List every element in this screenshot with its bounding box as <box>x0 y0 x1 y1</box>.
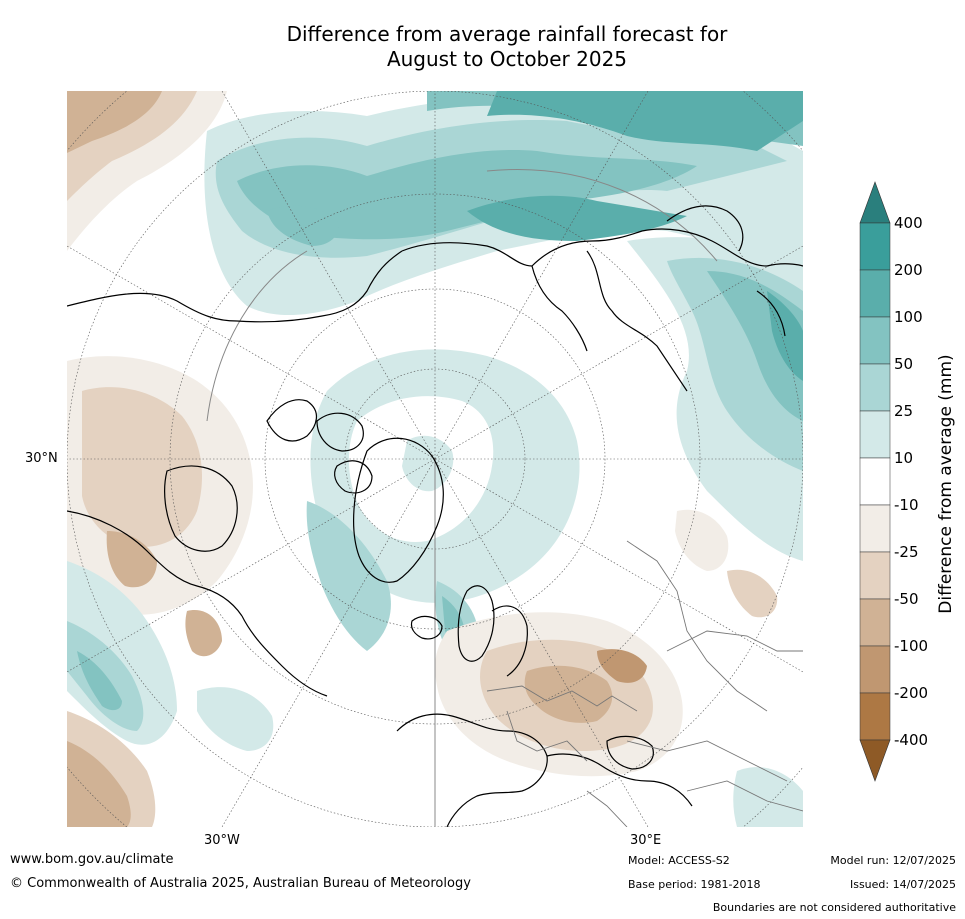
colorbar-tick-200: 200 <box>894 261 923 279</box>
colorbar-tick-10: 10 <box>894 449 914 467</box>
anomaly-shading <box>67 91 803 827</box>
country-borders <box>486 540 803 827</box>
colorbar-bin-m100-m200 <box>859 645 891 694</box>
colorbar <box>859 181 891 782</box>
colorbar-tick-m25: -25 <box>894 543 919 561</box>
rainfall-map <box>67 91 803 827</box>
title-line-2: August to October 2025 <box>386 47 628 71</box>
colorbar-upper-extend <box>859 181 891 224</box>
meridians <box>206 168 718 827</box>
colorbar-tick-50: 50 <box>894 355 914 373</box>
model-text: Model: ACCESS-S2 <box>628 854 730 867</box>
colorbar-tick-m400: -400 <box>894 731 929 749</box>
colorbar-tick-100: 100 <box>894 308 923 326</box>
colorbar-bin-m25-m50 <box>859 551 891 600</box>
website-link[interactable]: www.bom.gov.au/climate <box>10 852 174 867</box>
colorbar-lower-extend <box>859 739 891 782</box>
colorbar-bin-m10-m25 <box>859 504 891 553</box>
colorbar-tick-m200: -200 <box>894 684 929 702</box>
colorbar-tick-m10: -10 <box>894 496 919 514</box>
lon-label-30w: 30°W <box>204 833 240 848</box>
colorbar-bin-m50-m100 <box>859 598 891 647</box>
colorbar-bin-25-50 <box>859 363 891 412</box>
colorbar-tick-400: 400 <box>894 214 923 232</box>
colorbar-title: Difference from average (mm) <box>936 354 956 614</box>
colorbar-bin-50-100 <box>859 316 891 365</box>
base-period-text: Base period: 1981-2018 <box>628 878 761 891</box>
coastlines <box>67 205 803 827</box>
colorbar-bin-10-25 <box>859 410 891 459</box>
colorbar-bin-neutral <box>859 457 891 506</box>
colorbar-tick-m50: -50 <box>894 590 919 608</box>
map-svg <box>67 91 803 827</box>
colorbar-bin-200-400 <box>859 222 891 271</box>
issued-text: Issued: 14/07/2025 <box>849 878 956 891</box>
copyright-text: © Commonwealth of Australia 2025, Austra… <box>10 876 471 891</box>
colorbar-bin-m200-m400 <box>859 692 891 741</box>
colorbar-tick-m100: -100 <box>894 637 929 655</box>
disclaimer-text: Boundaries are not considered authoritat… <box>712 901 956 914</box>
title-line-1: Difference from average rainfall forecas… <box>286 22 728 46</box>
colorbar-tick-25: 25 <box>894 402 914 420</box>
lat-label-30n: 30°N <box>25 451 58 466</box>
lon-label-30e: 30°E <box>630 833 662 848</box>
model-run-text: Model run: 12/07/2025 <box>830 854 956 867</box>
map-title: Difference from average rainfall forecas… <box>207 22 807 72</box>
colorbar-bin-100-200 <box>859 269 891 318</box>
